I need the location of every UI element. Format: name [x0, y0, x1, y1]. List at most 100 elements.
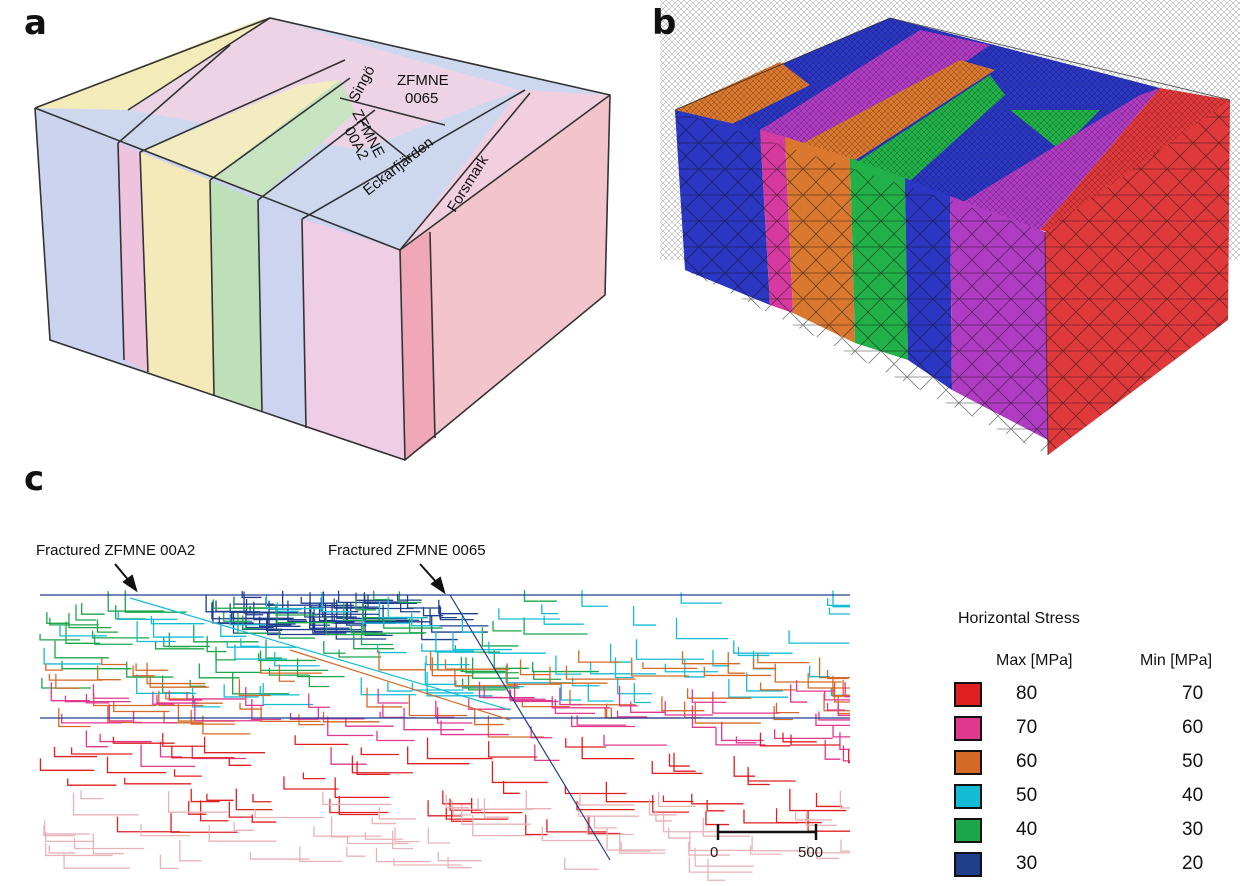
legend-swatch [954, 818, 982, 843]
fracture-segment [506, 663, 562, 685]
fracture-segment [705, 811, 730, 826]
fracture-segment [546, 819, 608, 833]
fracture-segment [159, 741, 182, 758]
fracture-segment [251, 814, 277, 823]
fracture-segment [124, 777, 192, 785]
fracture-segment [452, 631, 513, 651]
fracture-segment [664, 701, 714, 716]
fracture-segment [376, 730, 415, 742]
legend-min-value: 20 [1182, 853, 1204, 874]
fracture-segment [45, 831, 94, 843]
fracture-segment [467, 675, 506, 691]
fracture-segment [662, 812, 718, 833]
fracture-segment [208, 825, 277, 842]
fracture-segment [680, 592, 723, 604]
fracture-segment [620, 841, 651, 852]
fracture-segment [323, 641, 346, 654]
fracture-segment [746, 672, 783, 692]
fracture-segment [45, 843, 113, 857]
fracture-segment [461, 612, 483, 633]
annotation-arrows [114, 563, 446, 595]
fracture-segment [569, 690, 636, 706]
fracture-segment [330, 747, 367, 765]
fracture-segment [565, 665, 636, 680]
fracture-segment [694, 701, 761, 724]
legend-row: 50 40 [954, 782, 1234, 812]
fracture-segment [559, 687, 583, 706]
fracture-segment [564, 786, 627, 795]
fracture-segment [265, 594, 324, 610]
fracture-segment [571, 715, 636, 728]
fracture-segment [140, 744, 196, 768]
fracture-segment [373, 590, 390, 601]
fracture-segment [782, 732, 817, 743]
fracture-segment [488, 741, 538, 758]
fracture-segment [449, 798, 482, 811]
fracture-segment [383, 616, 443, 629]
fracture-segment [606, 828, 666, 851]
fracture-segment [828, 607, 850, 615]
fracture-segment [375, 847, 430, 863]
fracture-segment [427, 827, 451, 844]
fracture-segment [549, 666, 608, 684]
fracture-segment [826, 669, 849, 680]
fracture-segment [818, 711, 850, 721]
fracture-segment [136, 674, 197, 694]
fracture-segment [488, 641, 546, 654]
legend-swatch [954, 682, 982, 707]
fracture-segment [353, 628, 395, 650]
fracture-segment [826, 703, 846, 711]
fracture-segment [789, 788, 847, 812]
fault-trace-line [129, 597, 511, 711]
legend-min-header: Min [MPa] [1140, 652, 1213, 669]
fracture-segment [435, 700, 455, 718]
fracture-segment [235, 788, 273, 811]
fracture-segment [648, 799, 677, 816]
fracture-segment [154, 640, 205, 650]
fracture-segment [231, 611, 294, 619]
fracture-segment [658, 791, 696, 808]
annotation-fractured-00a2: Fractured ZFMNE 00A2 [36, 542, 196, 559]
fracture-segment [378, 601, 427, 619]
fracture-segment [422, 607, 444, 617]
fracture-segment [220, 625, 247, 637]
fracture-segment [268, 667, 309, 676]
fracture-segment [99, 733, 152, 743]
fracture-segment [266, 618, 283, 632]
fracture-segment [245, 609, 274, 629]
fracture-segment [588, 815, 621, 835]
fracture-segment [579, 792, 635, 806]
legend-min-value: 60 [1182, 717, 1204, 738]
fracture-segment [633, 683, 652, 704]
fracture-segment [338, 649, 382, 658]
fracture-segment [44, 820, 90, 835]
fracture-segment [834, 682, 850, 703]
fracture-segment [371, 817, 397, 825]
fracture-segment [355, 598, 376, 611]
fracture-segment [455, 680, 525, 688]
fracture-segment [735, 736, 757, 744]
fracture-segment [565, 738, 606, 748]
fracture-segment [163, 636, 211, 648]
fracture-segment [472, 814, 532, 837]
fracture-segment [396, 594, 422, 601]
fracture-segment [509, 689, 546, 700]
scale-bar-end: 500 [798, 844, 823, 861]
fracture-segment [149, 676, 209, 688]
fracture-segment [827, 598, 850, 607]
fracture-segment [63, 853, 130, 869]
fracture-segment [576, 801, 635, 811]
fracture-segment [775, 702, 800, 714]
fracture-segment [437, 851, 482, 862]
fracture-segment [346, 836, 409, 845]
fracture-segment [152, 691, 175, 705]
fracture-segment [321, 591, 352, 613]
fracture-segment [759, 682, 796, 691]
fracture-segment [790, 684, 808, 703]
fracture-segment [124, 590, 187, 613]
legend-max-value: 40 [1016, 819, 1038, 840]
fracture-segment [312, 612, 347, 634]
fracture-segment [387, 682, 413, 692]
fracture-segment [652, 795, 690, 813]
fracture-segment [424, 662, 456, 685]
